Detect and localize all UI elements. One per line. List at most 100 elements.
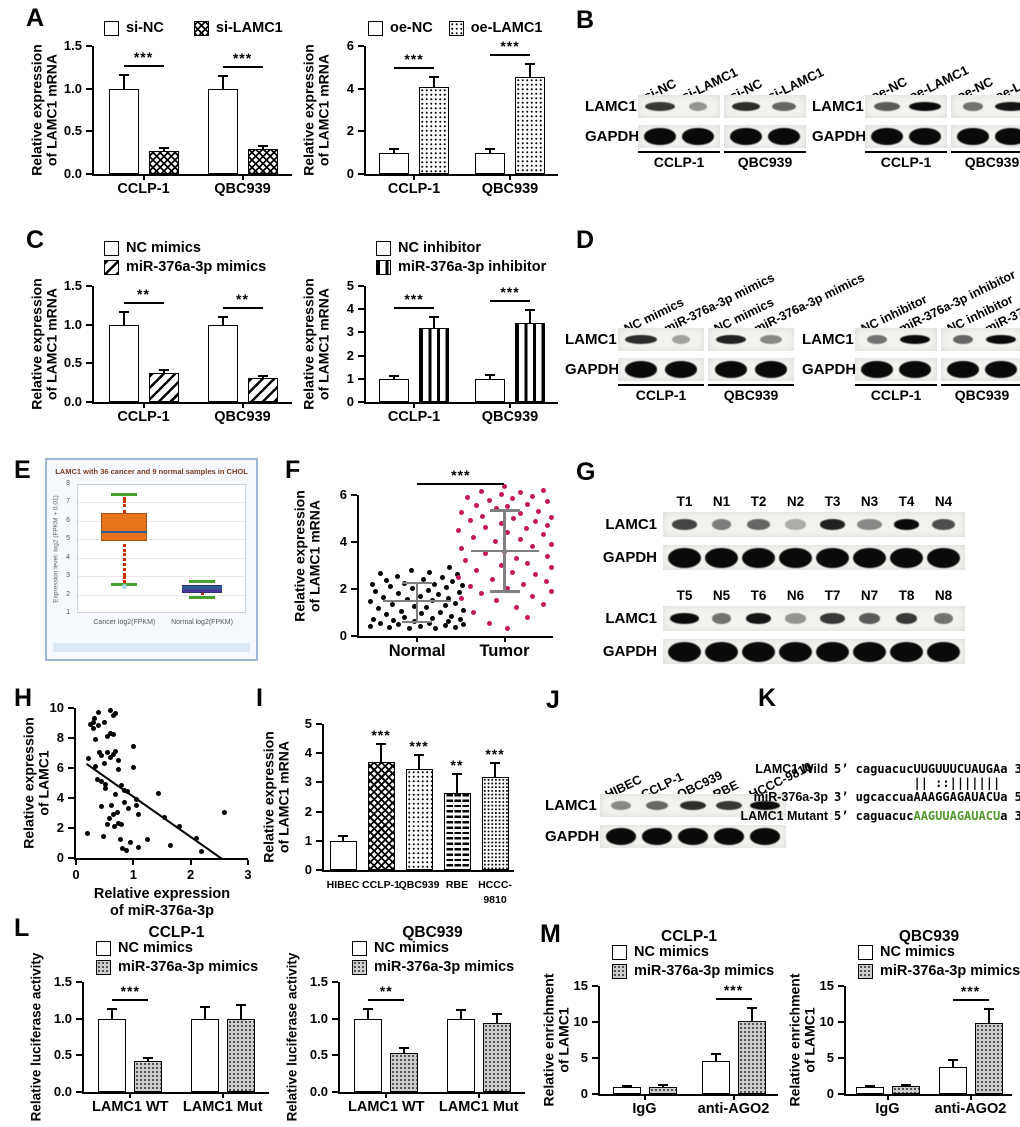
x-tick	[413, 176, 415, 180]
data-point	[486, 620, 492, 626]
cell-underline	[941, 384, 1020, 386]
bar-miR-376a-3p-mimics	[737, 1020, 766, 1094]
data-point	[391, 618, 397, 624]
data-point	[110, 732, 116, 738]
protein-band	[890, 547, 923, 568]
protein-band	[890, 641, 923, 662]
error-bar	[393, 149, 395, 153]
blot-strip	[663, 606, 965, 631]
data-point	[517, 537, 523, 543]
significance-line	[417, 483, 505, 486]
x-tick	[416, 638, 419, 642]
y-tick	[68, 737, 74, 739]
data-point	[406, 626, 412, 632]
error-bar	[433, 317, 435, 328]
data-point	[84, 831, 90, 837]
data-point	[517, 511, 523, 517]
y-tick-label: 0.0	[63, 166, 82, 181]
data-point	[417, 593, 423, 599]
sequence-segment: a 5’	[1000, 790, 1020, 804]
error-bar	[239, 1005, 242, 1019]
data-point	[431, 581, 437, 587]
x-tick	[886, 1096, 889, 1100]
legend: NC mimics miR-376a-3p mimics	[96, 940, 258, 975]
panel-label-m: M	[540, 920, 561, 948]
bar-NC-inhibitor	[379, 378, 409, 402]
protein-band	[664, 361, 698, 378]
data-point	[437, 609, 443, 615]
y-tick-label: 0.5	[309, 1047, 328, 1063]
y-tick	[592, 1093, 598, 1095]
x-category-label: IgG	[875, 1101, 900, 1117]
y-tick-label: 2	[304, 803, 312, 819]
x-axis	[598, 1094, 778, 1096]
panel-label-d: D	[576, 226, 595, 254]
chart-title: CCLP-1	[661, 928, 717, 945]
sequence-label: LAMC1 Mutant	[740, 809, 829, 823]
sequence-segment: 3’ ugcaccua	[834, 790, 914, 804]
bar-miR-376a-3p-mimics	[247, 378, 278, 402]
y-tick-label: 6	[346, 38, 354, 53]
data-point	[368, 599, 374, 605]
legend-item: NC mimics	[612, 944, 709, 960]
error-cap	[452, 773, 462, 776]
lane-label: T5	[676, 588, 693, 603]
protein-label: GAPDH	[545, 827, 600, 845]
protein-band	[995, 128, 1020, 145]
x-axis	[357, 636, 553, 638]
significance-line	[715, 997, 752, 1000]
y-tick	[838, 1021, 844, 1023]
bar-NC-mimics	[855, 1086, 884, 1094]
gridline	[78, 594, 245, 596]
data-point	[545, 553, 551, 559]
protein-band	[819, 519, 846, 530]
error-bar	[403, 1048, 406, 1054]
bar-NC-inhibitor	[475, 378, 505, 402]
y-tick	[351, 587, 357, 590]
legend-item: miR-376a-3p mimics	[352, 959, 514, 975]
protein-band	[820, 613, 845, 624]
error-cap	[414, 753, 424, 756]
y-tick	[86, 87, 92, 90]
significance-stars: ***	[120, 983, 140, 1000]
bar-si-LAMC1	[148, 150, 179, 174]
y-tick	[351, 635, 357, 637]
data-point	[91, 715, 97, 721]
protein-band	[712, 613, 731, 624]
x-tick	[75, 860, 77, 865]
x-tick	[385, 1094, 388, 1098]
y-tick-label: 4	[346, 301, 354, 317]
legend-item: miR-376a-3p mimics	[612, 963, 774, 979]
protein-band	[947, 361, 979, 378]
data-point	[494, 506, 500, 512]
y-tick-label: 4	[346, 80, 354, 96]
whisker-dot	[122, 576, 126, 580]
significance-stars: **	[236, 290, 249, 307]
bar-miR-376a-3p-mimics	[148, 373, 179, 402]
error-cap	[235, 1004, 246, 1007]
data-point	[93, 763, 99, 769]
data-point	[447, 565, 453, 571]
whisker-dot	[122, 500, 126, 503]
error-cap	[158, 369, 169, 372]
error-bar	[261, 375, 264, 379]
regression-line	[86, 762, 223, 859]
y-tick	[592, 1021, 598, 1023]
legend-item: miR-376a-3p inhibitor	[376, 259, 546, 275]
protein-label: GAPDH	[812, 127, 867, 145]
y-tick-label: 1.0	[63, 80, 82, 96]
blot-strip	[724, 95, 806, 118]
y-tick	[316, 810, 322, 813]
data-point	[156, 790, 162, 796]
median-line	[101, 530, 148, 534]
whisker-cap	[189, 579, 216, 583]
data-point	[118, 837, 124, 843]
bar-QBC939	[405, 769, 433, 870]
panel-a-si-lamc1-bar-chart: 0.0 0.5 1.0 1.5 Relative expression of LAMC1…	[28, 16, 298, 206]
data-point	[96, 723, 102, 729]
y-axis-label: Relative expression of LAMC1 mRNA	[28, 44, 60, 176]
x-category-label: QBC939	[214, 181, 271, 197]
error-bar	[342, 835, 344, 841]
lane-label: T8	[898, 588, 915, 603]
y-tick-label: 1.0	[53, 1010, 72, 1026]
